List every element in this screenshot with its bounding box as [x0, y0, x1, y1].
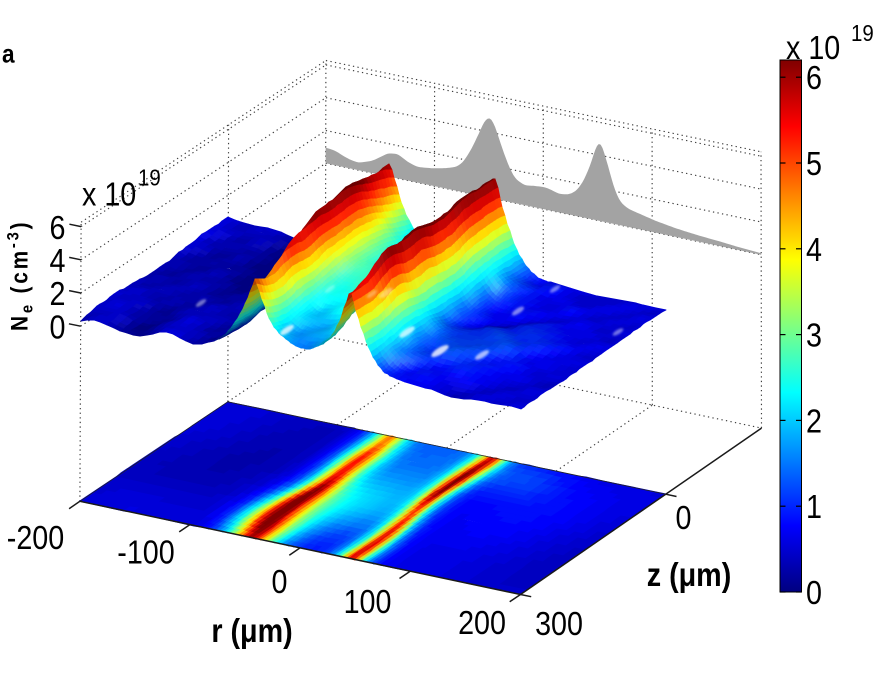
svg-text:0: 0 — [806, 574, 822, 611]
svg-text:6: 6 — [50, 209, 66, 246]
svg-text:x 10: x 10 — [82, 176, 136, 213]
svg-text:0: 0 — [50, 309, 66, 346]
svg-text:2: 2 — [50, 275, 66, 312]
svg-text:200: 200 — [458, 604, 506, 641]
svg-text:x 10: x 10 — [786, 29, 840, 66]
svg-text:z (μm): z (μm) — [647, 556, 731, 593]
svg-text:-100: -100 — [117, 534, 174, 571]
svg-text:r (μm): r (μm) — [211, 612, 292, 649]
svg-text:0: 0 — [676, 499, 692, 536]
svg-text:a: a — [2, 40, 15, 69]
svg-text:0: 0 — [272, 563, 288, 600]
svg-text:5: 5 — [806, 145, 822, 182]
svg-text:3: 3 — [806, 317, 822, 354]
svg-text:4: 4 — [806, 231, 822, 268]
svg-text:300: 300 — [535, 605, 583, 642]
svg-text:100: 100 — [344, 583, 392, 620]
svg-text:4: 4 — [50, 242, 66, 279]
svg-text:2: 2 — [806, 403, 822, 440]
svg-text:19: 19 — [851, 20, 874, 47]
svg-text:19: 19 — [138, 164, 161, 191]
svg-text:1: 1 — [806, 488, 822, 525]
svg-text:-200: -200 — [7, 519, 64, 556]
